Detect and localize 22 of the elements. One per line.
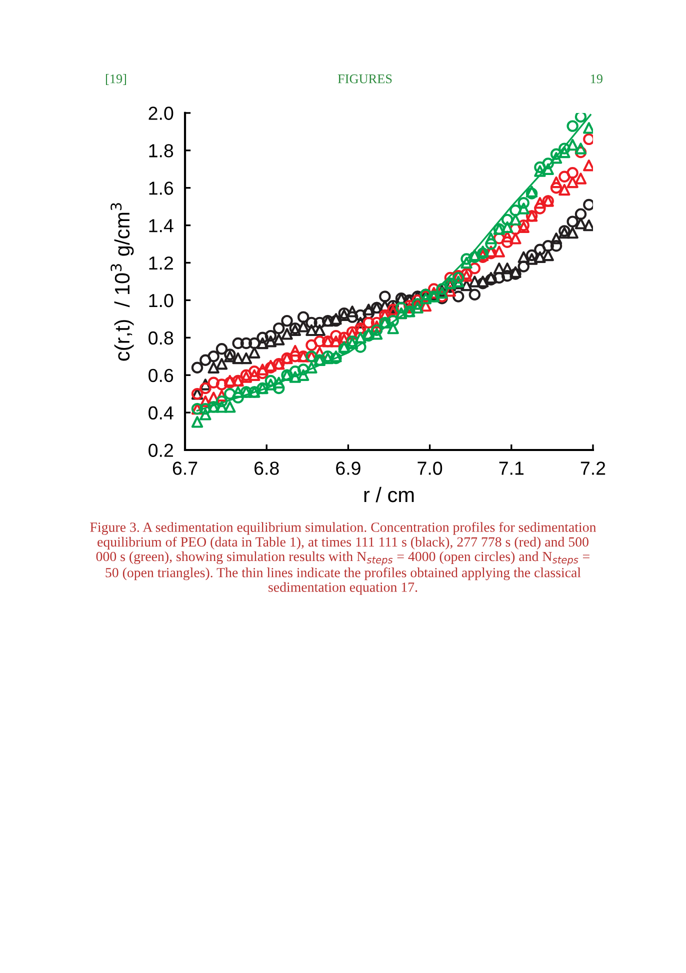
x-tick-label: 7.0 (418, 462, 442, 475)
y-tick-label: 0.4 (148, 406, 174, 420)
text: FIGURES (338, 74, 392, 84)
x-tick-label: 6.9 (336, 462, 360, 475)
y-tick-label: 1.2 (149, 256, 173, 270)
x-tick-label: 7.2 (580, 462, 606, 475)
y-tick-label: 0.8 (148, 331, 174, 345)
y-tick-label: 0.6 (148, 368, 174, 382)
x-tick-label: 6.7 (172, 462, 198, 475)
x-tick-label: 6.8 (254, 462, 279, 475)
y-tick-label: 1.4 (149, 219, 174, 232)
y-tick-label: 1.6 (149, 182, 174, 195)
y-axis-title: c(r,t) / 10$^{3}$ g/cm$^{3}$ (110, 203, 134, 361)
y-tick-label: 0.2 (148, 444, 173, 457)
text: 19 (590, 74, 602, 84)
y-tick-label: 1.8 (149, 144, 174, 158)
y-tick-label: 2.0 (148, 106, 174, 120)
text: [19] (106, 74, 126, 85)
y-tick-label: 1.0 (149, 294, 174, 308)
text: Figure 3. A sedimentation equilibrium simulation. Concentration profiles for sedimentation equilibrium of PEO (data in Table 1), at times 111 111 s (black), 277 778 s (red) and 500 000 s (green), showing simulation results with N$_{steps}$ = 4000 (open circles) and N$_{steps}$ = 50 (open triangles). The thin lines indicate the profiles obtained applying the classical sedimentation equation 17. (90, 522, 596, 595)
x-axis-title: r / cm (364, 486, 414, 502)
x-tick-label: 7.1 (499, 462, 524, 475)
